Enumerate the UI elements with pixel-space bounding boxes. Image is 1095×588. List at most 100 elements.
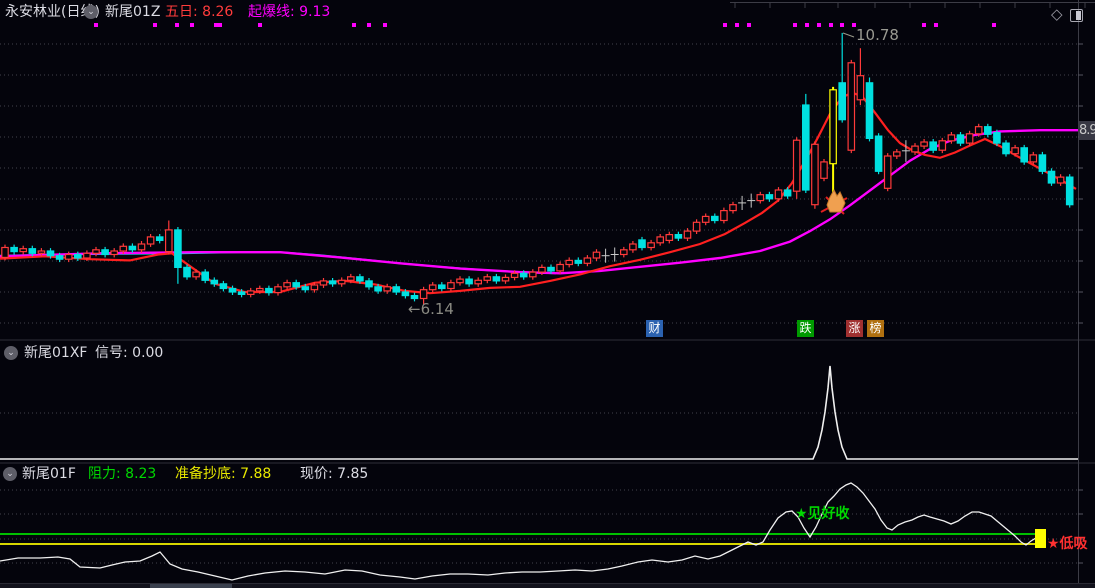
panel2-chevron-circle-icon[interactable]: ⌄ <box>4 346 18 360</box>
candle-body <box>228 287 237 293</box>
candle-body <box>1056 176 1065 184</box>
symbol-title: 永安林业(日线) <box>5 4 100 20</box>
candle-body <box>829 89 837 165</box>
candle-body <box>310 284 319 291</box>
candle-body <box>638 239 646 249</box>
candle-body <box>374 286 382 292</box>
chevron-circle-icon[interactable]: ⌄ <box>84 5 98 19</box>
candle-body <box>365 280 373 288</box>
candle-body <box>392 286 401 293</box>
candle-body <box>647 242 655 249</box>
candle-body <box>674 234 683 239</box>
badge-finance[interactable]: 财 <box>646 320 663 337</box>
signal-value-label: 信号: 0.00 <box>95 345 164 361</box>
candle-body <box>993 132 1001 144</box>
candle-body <box>256 287 264 292</box>
candle-body <box>947 134 956 142</box>
dip-buy-annotation: ★低吸 <box>1047 536 1088 552</box>
candle-body <box>474 279 483 285</box>
main-candlestick-panel <box>0 23 1078 324</box>
candle-body <box>447 282 455 290</box>
candle-body <box>174 229 182 268</box>
candle-body <box>720 210 728 222</box>
candle-body <box>155 236 164 241</box>
candle-body <box>847 62 856 151</box>
badge-fall[interactable]: 跌 <box>797 320 814 337</box>
candle-body <box>55 255 64 260</box>
candle-body <box>301 286 310 291</box>
candle-body <box>874 135 883 172</box>
candle-body <box>319 280 328 286</box>
candle-body <box>938 140 947 151</box>
main-indicator-name[interactable]: 新尾01Z <box>105 4 161 20</box>
candle-body <box>665 234 674 242</box>
candle-body <box>619 249 628 256</box>
take-profit-annotation: ★见好收 <box>795 506 850 522</box>
candle-body <box>337 279 346 285</box>
candle-body <box>692 221 701 232</box>
candle-body <box>556 263 564 272</box>
candle-body <box>892 151 901 157</box>
resistance-value-label: 阻力: 8.23 <box>88 466 157 482</box>
candle-body <box>83 252 91 259</box>
signal-line <box>0 365 1078 460</box>
candle-body <box>820 161 828 179</box>
candle-body <box>1047 170 1056 184</box>
panel3-chevron-circle-icon[interactable]: ⌄ <box>3 467 17 481</box>
candle-body <box>811 143 819 206</box>
candle-body <box>110 250 119 256</box>
candle-body <box>219 283 228 290</box>
signal-dot <box>840 23 844 27</box>
candle-body <box>528 271 537 278</box>
candle-body <box>165 229 173 253</box>
candle-body <box>510 272 519 278</box>
candle-body <box>456 278 464 284</box>
candle-body <box>428 284 437 291</box>
candle-body <box>683 230 692 239</box>
signal-dot <box>383 23 387 27</box>
candle-body <box>328 280 337 285</box>
date-cell-highlight <box>150 584 232 588</box>
candle-body <box>1065 176 1074 206</box>
buy-signal-bar <box>1035 529 1046 548</box>
badge-rank[interactable]: 榜 <box>867 320 884 337</box>
signal-dot <box>94 23 98 27</box>
candle-body <box>119 245 128 252</box>
signal-dot <box>218 23 222 27</box>
support-indicator-panel <box>0 482 1078 581</box>
panel-layout-icon[interactable] <box>1070 9 1083 22</box>
date-axis-strip[interactable] <box>0 583 1095 588</box>
candle-body <box>465 278 473 285</box>
candle-body <box>146 236 155 245</box>
panel2-indicator-name[interactable]: 新尾01XF <box>24 345 88 361</box>
signal-dot <box>190 23 194 27</box>
candle-body <box>765 194 774 200</box>
candle-body <box>201 271 210 281</box>
badge-rise[interactable]: 涨 <box>846 320 863 337</box>
signal-indicator-panel <box>0 365 1078 460</box>
signal-dot <box>852 23 856 27</box>
candle-body <box>538 266 546 273</box>
boom-line <box>0 128 1078 275</box>
candle-body <box>929 141 938 151</box>
candle-body <box>710 215 719 222</box>
indicator-line <box>0 482 1042 581</box>
candle-body <box>10 246 18 253</box>
candle-body <box>920 141 928 147</box>
candle-body <box>19 248 28 253</box>
diamond-icon[interactable]: ◇ <box>1051 5 1063 23</box>
candle-body <box>183 266 191 278</box>
candle-body <box>547 266 555 272</box>
candle-body <box>274 286 282 294</box>
candle-body <box>1002 142 1010 155</box>
high-price-annotation: 10.78 <box>856 26 899 44</box>
signal-dot <box>214 23 218 27</box>
panel3-indicator-name[interactable]: 新尾01F <box>22 466 76 482</box>
candle-body <box>401 291 410 297</box>
candle-body <box>137 243 146 251</box>
current-price-label: 现价: 7.85 <box>300 466 369 482</box>
candle-body <box>729 204 737 212</box>
signal-dot <box>258 23 262 27</box>
candle-body <box>292 282 301 288</box>
